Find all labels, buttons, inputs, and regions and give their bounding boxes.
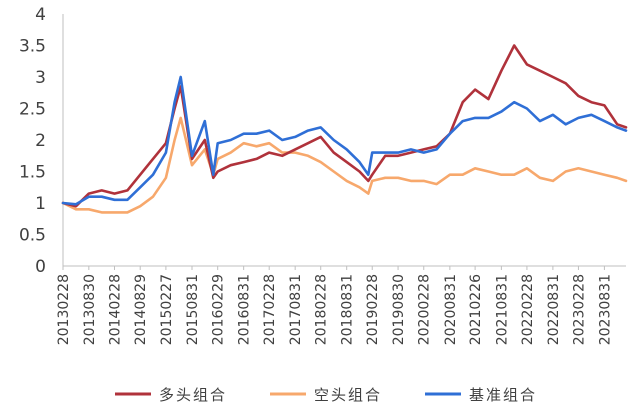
y-tick-label: 0 bbox=[35, 257, 46, 277]
x-tick-label: 20180228 bbox=[314, 274, 330, 345]
x-tick-label: 20200831 bbox=[443, 274, 459, 345]
legend-label-1: 空头组合 bbox=[314, 386, 382, 404]
series-lines bbox=[61, 44, 628, 214]
x-tick-label: 20230228 bbox=[571, 274, 587, 345]
x-tick-label: 20160831 bbox=[237, 274, 253, 345]
x-tick-label: 20210226 bbox=[468, 274, 484, 345]
x-tick-label: 20140228 bbox=[108, 274, 124, 345]
legend-label-0: 多头组合 bbox=[159, 386, 227, 404]
y-tick-label: 4 bbox=[35, 5, 46, 25]
y-tick-label: 0.5 bbox=[19, 226, 46, 246]
y-tick-label: 3 bbox=[35, 68, 46, 88]
series-line-0 bbox=[61, 44, 628, 208]
x-tick-label: 20150227 bbox=[159, 274, 175, 345]
x-tick-label: 20130228 bbox=[56, 274, 72, 345]
x-tick-label: 20190228 bbox=[365, 274, 381, 345]
x-tick-label: 20130830 bbox=[82, 274, 98, 345]
x-tick-label: 20210831 bbox=[494, 274, 510, 345]
x-tick-label: 20160229 bbox=[211, 274, 227, 345]
y-tick-label: 2.5 bbox=[19, 100, 46, 120]
series-line-1 bbox=[61, 116, 628, 214]
legend: 多头组合 空头组合 基准组合 bbox=[115, 386, 537, 404]
series-line-2 bbox=[61, 75, 628, 206]
y-tick-label: 2 bbox=[35, 131, 46, 151]
axes: 0 0.5 1 1.5 2 2.5 3 3.5 4 20130228 20130830 2014022… bbox=[19, 5, 626, 345]
legend-label-2: 基准组合 bbox=[469, 386, 537, 404]
x-tick-label: 20200228 bbox=[417, 274, 433, 345]
x-tick-label: 20220228 bbox=[520, 274, 536, 345]
x-tick-label: 20230831 bbox=[597, 274, 613, 345]
y-tick-label: 3.5 bbox=[19, 37, 46, 57]
x-tick-label: 20220831 bbox=[546, 274, 562, 345]
x-tick-label: 20180831 bbox=[340, 274, 356, 345]
x-tick-label: 20140829 bbox=[133, 274, 149, 345]
x-tick-label: 20190830 bbox=[391, 274, 407, 345]
x-tick-label: 20170228 bbox=[262, 274, 278, 345]
y-tick-label: 1 bbox=[35, 194, 46, 214]
x-tick-label: 20150831 bbox=[185, 274, 201, 345]
y-tick-label: 1.5 bbox=[19, 163, 46, 183]
x-tick-label: 20170831 bbox=[288, 274, 304, 345]
